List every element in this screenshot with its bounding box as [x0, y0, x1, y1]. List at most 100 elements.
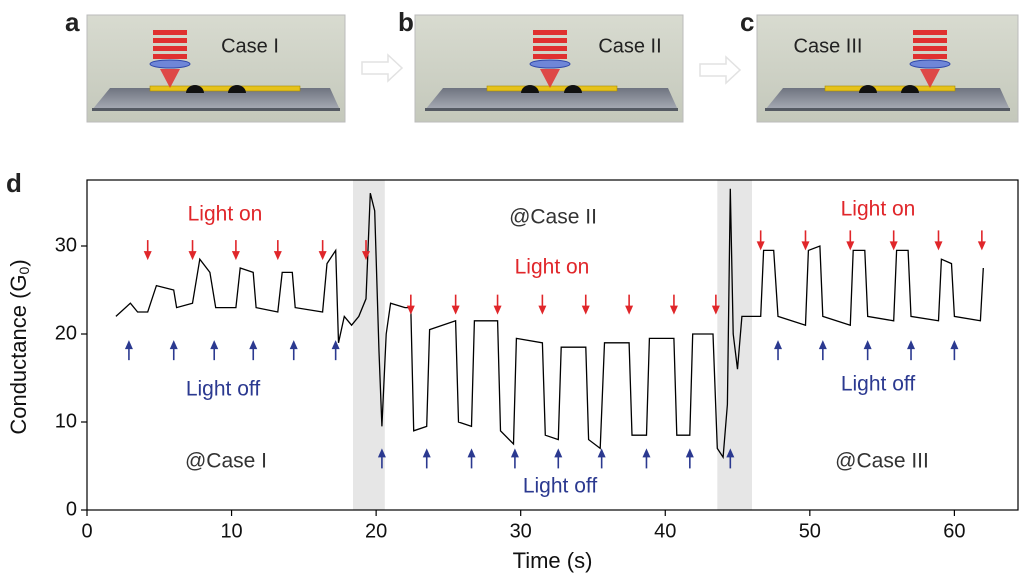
laser-stripe [533, 30, 567, 35]
arrow-head [467, 448, 476, 458]
annotation: Light on [188, 203, 263, 226]
arrow-head [169, 340, 178, 350]
light-on-arrow [362, 240, 371, 261]
light-off-arrow [774, 340, 783, 361]
lens [149, 59, 191, 69]
annotation: @Case I [185, 450, 267, 473]
light-on-arrow [889, 230, 898, 251]
light-off-arrow [510, 448, 519, 469]
particle [186, 85, 204, 93]
annotation: @Case III [835, 450, 929, 473]
x-tick-label: 30 [510, 520, 532, 542]
x-tick-label: 10 [220, 520, 242, 542]
laser-stripe [533, 46, 567, 51]
arrow-head [685, 448, 694, 458]
substrate [765, 88, 1010, 110]
light-on-arrow [406, 294, 415, 315]
arrow-head [289, 340, 298, 350]
laser-stripe [533, 38, 567, 43]
arrow-head [510, 448, 519, 458]
light-on-arrow [143, 240, 152, 261]
arrow-head [907, 340, 916, 350]
x-tick-label: 50 [799, 520, 821, 542]
arrow-head [362, 251, 371, 261]
light-on-arrow [801, 230, 810, 251]
substrate-edge [92, 108, 340, 111]
light-on-arrow [711, 294, 720, 315]
arrow-head [711, 305, 720, 315]
plot-frame [86, 179, 1019, 511]
laser-cone [540, 69, 560, 88]
arrow-head [642, 448, 651, 458]
arrow-head [625, 305, 634, 315]
particle [859, 85, 877, 93]
light-off-arrow [950, 340, 959, 361]
arrow-head [846, 241, 855, 251]
arrow-head [210, 340, 219, 350]
light-off-arrow [377, 448, 386, 469]
arrow-head [597, 448, 606, 458]
particle [901, 85, 919, 93]
light-off-arrow [597, 448, 606, 469]
panel: b Case II [398, 7, 684, 123]
nanowire [824, 85, 956, 92]
light-off-arrow [642, 448, 651, 469]
arrow-head [422, 448, 431, 458]
laser-stripe [913, 54, 947, 59]
arrow-head [669, 305, 678, 315]
arrow-head [406, 305, 415, 315]
particle [228, 85, 246, 93]
y-axis-label: Conductance (G0) [6, 259, 32, 434]
arrow-head [977, 241, 986, 251]
laser-stripe [913, 38, 947, 43]
arrow-head [756, 241, 765, 251]
x-tick-label: 20 [365, 520, 387, 542]
panel: a Case I [65, 7, 346, 123]
light-on-arrow [625, 294, 634, 315]
y-axis-label-part: 0 [16, 266, 32, 274]
chart: d 0 10 20 30 40 50 60 0 10 20 30 Light on Light on Lig… [6, 168, 1019, 573]
light-off-arrow [726, 448, 735, 469]
lens [909, 59, 951, 69]
case-label: Case II [598, 35, 661, 57]
substrate-edge [765, 108, 1010, 111]
arrow-head [538, 305, 547, 315]
arrow-head [581, 305, 590, 315]
light-off-arrow [863, 340, 872, 361]
light-off-arrow [422, 448, 431, 469]
light-on-arrow [493, 294, 502, 315]
nanowire [149, 85, 301, 92]
arrow-head [801, 241, 810, 251]
arrow-head [934, 241, 943, 251]
panel-label: b [398, 7, 414, 37]
light-on-arrow [934, 230, 943, 251]
arrow-head [863, 340, 872, 350]
light-off-arrow [685, 448, 694, 469]
arrow-head [889, 241, 898, 251]
nanowire [486, 85, 618, 92]
arrow-head [231, 251, 240, 261]
case-label: Case III [794, 35, 863, 57]
light-on-arrow [231, 240, 240, 261]
light-off-arrow [467, 448, 476, 469]
x-tick-label: 0 [81, 520, 92, 542]
laser-stripe [153, 54, 187, 59]
panel-label: a [65, 7, 80, 37]
light-on-arrow [188, 240, 197, 261]
laser-cone [160, 69, 180, 88]
annotation: Light on [841, 198, 916, 221]
substrate [425, 88, 678, 110]
laser-cone [920, 69, 940, 88]
light-on-arrow [581, 294, 590, 315]
light-on-arrow [846, 230, 855, 251]
light-off-arrow [289, 340, 298, 361]
annotation: Light off [841, 373, 916, 396]
arrow-head [273, 251, 282, 261]
panel-label: d [6, 168, 22, 198]
x-tick-label: 40 [654, 520, 676, 542]
y-axis-label-part: ) [6, 259, 31, 266]
arrow-head [124, 340, 133, 350]
light-on-arrow [273, 240, 282, 261]
arrow-head [451, 305, 460, 315]
annotation: @Case II [509, 206, 597, 229]
